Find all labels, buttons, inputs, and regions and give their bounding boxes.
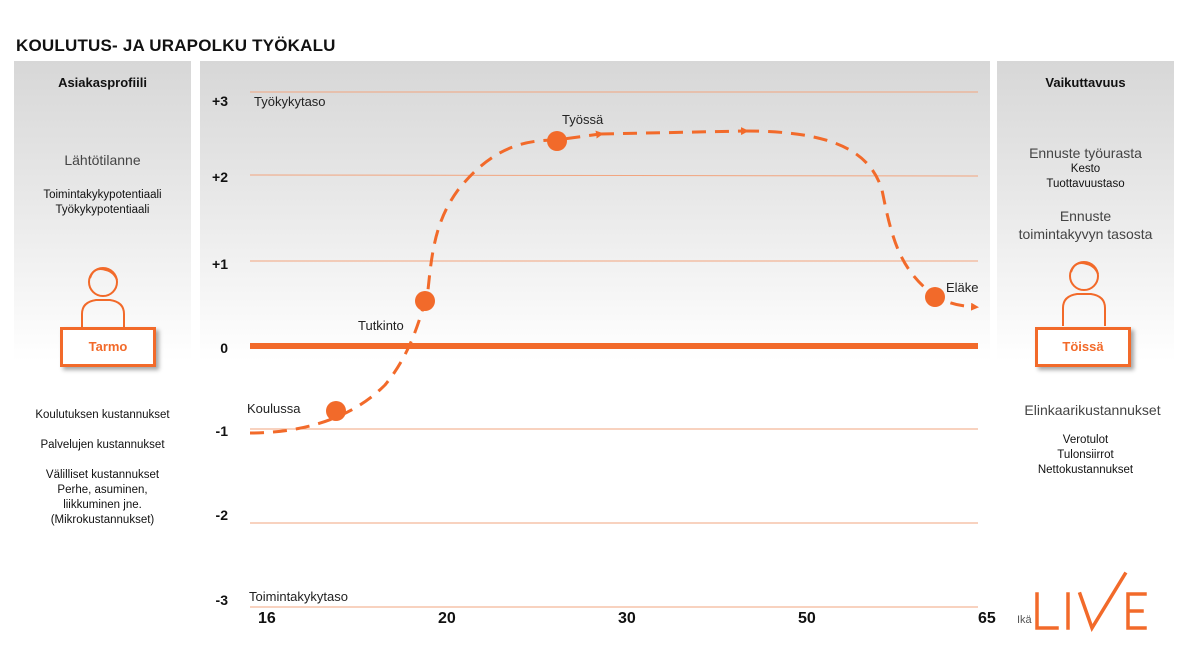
forecast-item: Tuottavuustaso (1046, 178, 1125, 190)
cost-item: liikkuminen jne. (63, 499, 142, 511)
person-icon (81, 267, 125, 330)
y-tick-label: +3 (212, 93, 228, 109)
potential-item: Toimintakykypotentiaali (43, 189, 162, 201)
person-icon (1062, 261, 1106, 326)
y-tick-label: +2 (212, 169, 228, 185)
x-tick-label: 50 (798, 610, 816, 627)
cost-item: Perhe, asuminen, (57, 484, 148, 496)
y-tick-label: -2 (215, 507, 228, 523)
functional-capacity-label: Toimintakykytaso (249, 589, 348, 604)
potential-item: Työkykypotentiaali (55, 204, 150, 216)
y-tick-label: -1 (215, 423, 228, 439)
cost-item: (Mikrokustannukset) (50, 514, 155, 526)
lifecycle-item: Verotulot (1062, 434, 1109, 446)
impact-panel (997, 61, 1174, 361)
x-tick-label: 65 (978, 610, 996, 627)
forecast-item: Kesto (1070, 163, 1101, 175)
y-tick-label: +1 (212, 256, 228, 272)
functional-forecast-line: Ennuste (1059, 208, 1112, 224)
path-segment-education (249, 130, 604, 435)
career-forecast-list: Kesto Tuottavuustaso (997, 162, 1174, 192)
lifecycle-list: Verotulot Tulonsiirrot Nettokustannukset (997, 433, 1174, 478)
x-tick-label: 20 (438, 610, 456, 627)
functional-forecast-line: toimintakyvyn tasosta (1018, 226, 1153, 242)
cost-item: Palvelujen kustannukset (40, 439, 165, 451)
client-name-box: Tarmo (60, 327, 156, 367)
gridline-plus2 (249, 174, 979, 177)
x-tick-label: 30 (618, 610, 636, 627)
milestone-dot-elake (925, 287, 945, 307)
chart-panel (200, 61, 990, 361)
career-forecast-title: Ennuste työurasta (1029, 145, 1142, 161)
cost-item: Koulutuksen kustannukset (35, 409, 170, 421)
cost-item: Välilliset kustannukset (45, 469, 160, 481)
lifecycle-item: Tulonsiirrot (1057, 449, 1114, 461)
lifecycle-costs-title: Elinkaarikustannukset (1024, 402, 1161, 418)
starting-situation-label: Lähtötilanne (64, 152, 141, 168)
impact-heading: Vaikuttavuus (1045, 75, 1126, 90)
work-capacity-label: Työkykytaso (254, 94, 326, 109)
functional-forecast-title: Ennuste toimintakyvyn tasosta (997, 207, 1174, 243)
milestone-dot-tutkinto (415, 291, 435, 311)
outcome-name-box: Töissä (1035, 327, 1131, 367)
y-tick-label: -3 (215, 592, 228, 608)
lifecycle-item: Nettokustannukset (1037, 464, 1134, 476)
stage-label-koulussa: Koulussa (247, 401, 301, 416)
potential-list: Toimintakykypotentiaali Työkykypotentiaa… (14, 188, 191, 218)
milestone-dot-tyossa (547, 131, 567, 151)
live-logo (1035, 571, 1147, 632)
cost-list: Välilliset kustannukset Perhe, asuminen,… (14, 468, 191, 528)
client-profile-panel (14, 61, 191, 361)
path-segment-retirement (744, 129, 979, 311)
client-profile-heading: Asiakasprofiili (58, 75, 147, 90)
path-segment-work (599, 127, 749, 136)
x-tick-label: 16 (258, 610, 276, 627)
page-title: KOULUTUS- JA URAPOLKU TYÖKALU (16, 36, 336, 55)
x-axis-label: Ikä (1017, 614, 1032, 626)
y-tick-label: 0 (220, 340, 228, 356)
stage-label-tutkinto: Tutkinto (358, 318, 404, 333)
stage-label-elake: Eläke (946, 280, 979, 295)
stage-label-tyossa: Työssä (562, 112, 604, 127)
milestone-dot-koulussa (326, 401, 346, 421)
